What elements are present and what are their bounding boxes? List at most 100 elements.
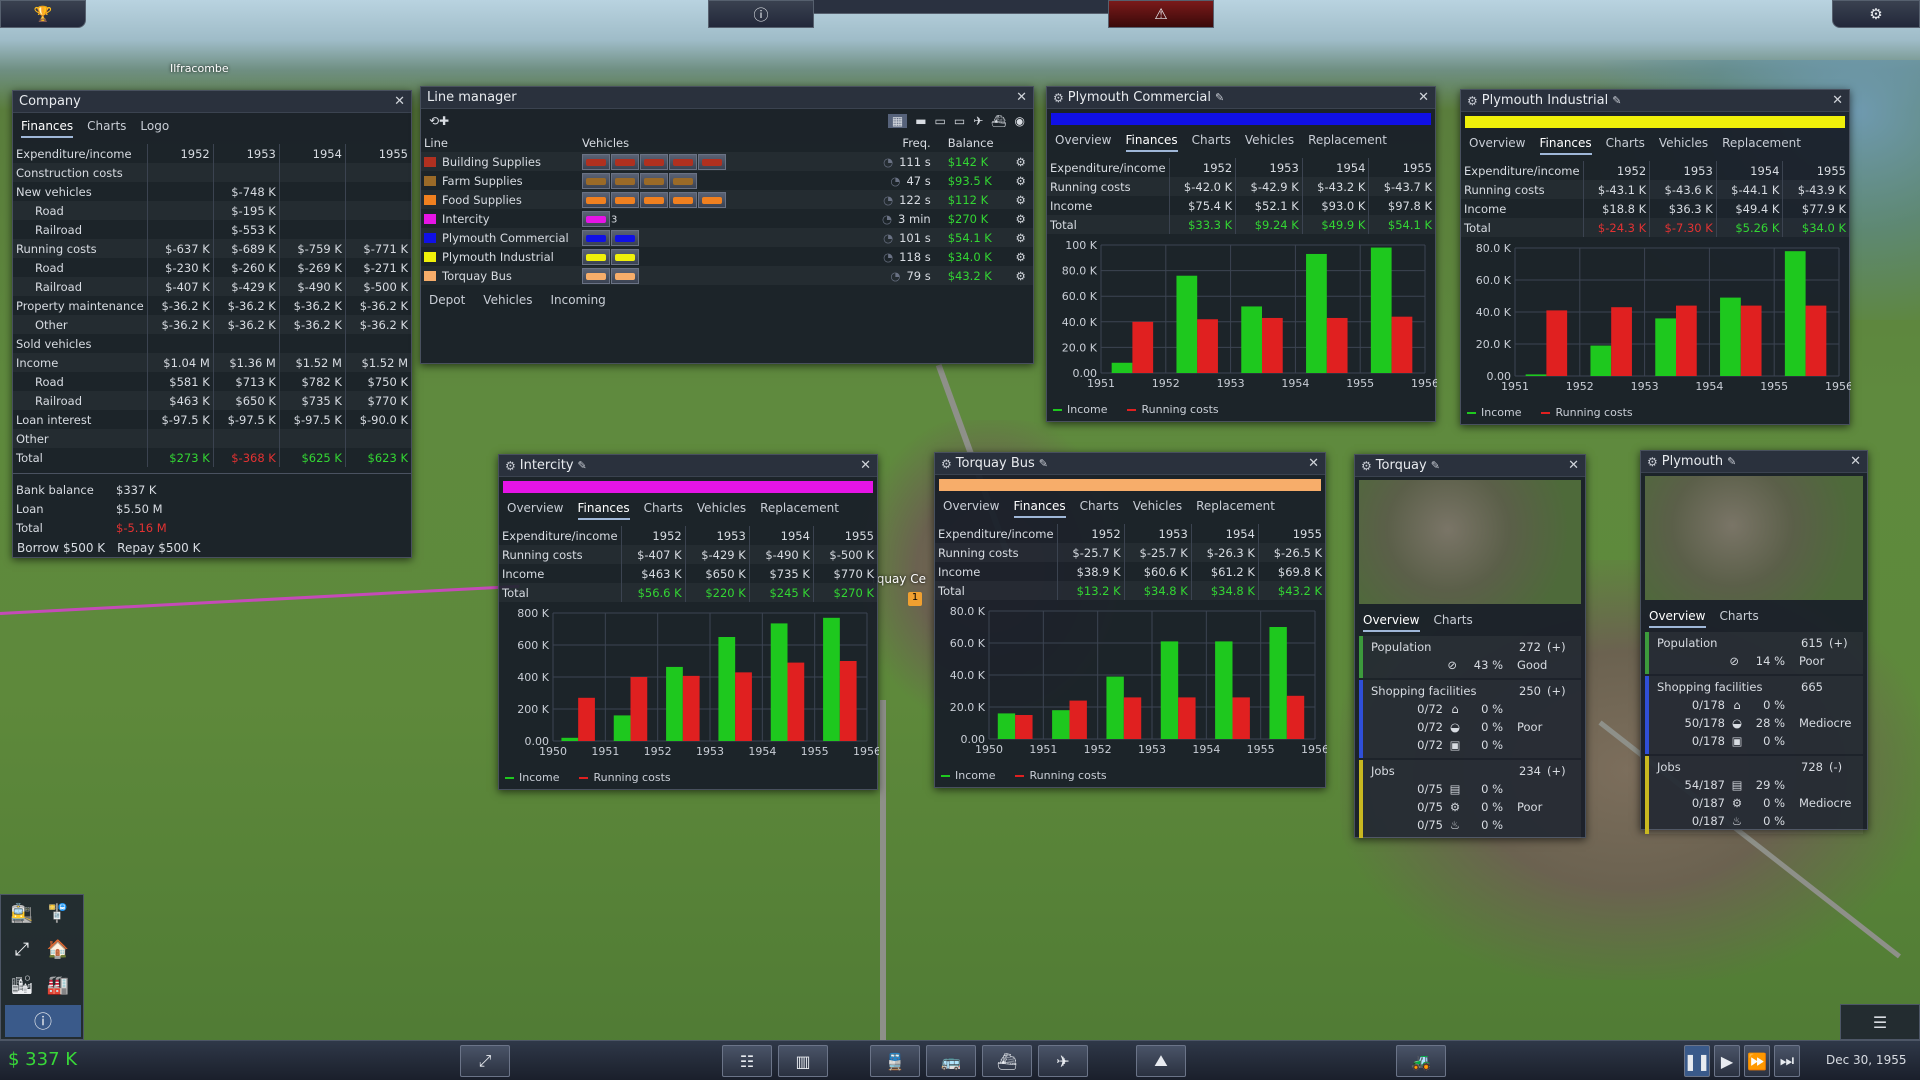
close-icon[interactable]: ✕ <box>1418 90 1429 105</box>
tab-overview[interactable]: Overview <box>943 499 1000 513</box>
info-button[interactable]: ⓘ <box>708 0 814 28</box>
route-icon[interactable]: ⤢ <box>14 938 30 960</box>
line-settings-icon[interactable]: ⚙ <box>1015 268 1026 283</box>
close-icon[interactable]: ✕ <box>394 94 405 109</box>
line-window-titlebar[interactable]: ⚙ Plymouth Industrial ✎ ✕ <box>1461 90 1849 112</box>
town-titlebar[interactable]: ⚙ Plymouth ✎ ✕ <box>1641 451 1867 473</box>
line-settings-icon[interactable]: ⚙ <box>1015 154 1026 169</box>
rail-button[interactable]: ☷ <box>722 1045 772 1077</box>
gear-icon[interactable]: ⚙ <box>505 458 516 473</box>
tab-depot[interactable]: Depot <box>429 293 466 307</box>
vehicle-icon[interactable] <box>698 191 726 208</box>
town-preview-image[interactable] <box>1359 480 1581 604</box>
tab-replacement[interactable]: Replacement <box>760 501 839 515</box>
line-settings-icon[interactable]: ⚙ <box>1015 211 1026 226</box>
vehicle-icon[interactable] <box>611 248 639 265</box>
line-settings-icon[interactable]: ⚙ <box>1015 173 1026 188</box>
tab-vehicles[interactable]: Vehicles <box>1658 136 1709 150</box>
close-icon[interactable]: ✕ <box>860 458 871 473</box>
new-line-icon[interactable]: ⟲✚ <box>429 114 450 128</box>
filter-tram-icon[interactable]: ▭ <box>953 114 966 128</box>
depot-icon[interactable]: 🏠 <box>46 938 70 960</box>
info-icon[interactable]: ⓘ <box>5 1005 81 1037</box>
warnings-button[interactable]: ⚠ <box>1108 0 1214 28</box>
borrow-button[interactable]: Borrow $500 K <box>17 541 106 555</box>
line-window-titlebar[interactable]: ⚙ Plymouth Commercial ✎ ✕ <box>1047 87 1435 109</box>
town-window-torquay[interactable]: ⚙ Torquay ✎ ✕ Overview Charts Population 272(… <box>1354 454 1586 838</box>
line-window-tb[interactable]: ⚙ Torquay Bus ✎ ✕ Overview Finances Charts Veh… <box>934 452 1327 788</box>
vehicle-icon[interactable] <box>582 191 610 208</box>
tab-overview[interactable]: Overview <box>1055 133 1112 147</box>
road-button[interactable]: ▥ <box>778 1045 828 1077</box>
filter-all-icon[interactable]: ▦ <box>887 114 908 128</box>
line-settings-icon[interactable]: ⚙ <box>1015 249 1026 264</box>
tab-charts[interactable]: Charts <box>1191 133 1231 147</box>
vehicle-icon[interactable] <box>611 229 639 246</box>
filter-train-icon[interactable]: ▭ <box>934 114 946 128</box>
filter-ship-icon[interactable]: ⛴ <box>991 114 1007 128</box>
tab-charts[interactable]: Charts <box>87 119 127 133</box>
tab-replacement[interactable]: Replacement <box>1196 499 1275 513</box>
vehicle-icon[interactable] <box>582 172 610 189</box>
vehicle-icon[interactable] <box>640 153 668 170</box>
line-row[interactable]: Torquay Bus ◔ 79 s $43.2 K ⚙ <box>421 266 1033 285</box>
vehicle-icon[interactable] <box>698 153 726 170</box>
line-row[interactable]: Farm Supplies ◔ 47 s $93.5 K ⚙ <box>421 171 1033 190</box>
vehicle-icon[interactable] <box>640 172 668 189</box>
tab-finances[interactable]: Finances <box>1013 499 1066 518</box>
town-label-ilfracombe[interactable]: Ilfracombe <box>170 62 229 75</box>
ship-button[interactable]: ⛴ <box>982 1045 1032 1077</box>
tab-vehicles[interactable]: Vehicles <box>696 501 747 515</box>
close-icon[interactable]: ✕ <box>1016 90 1027 105</box>
line-row[interactable]: Food Supplies ◔ 122 s $112 K ⚙ <box>421 190 1033 209</box>
train-station-icon[interactable]: 🚉 <box>10 902 34 924</box>
play-button[interactable]: ▶ <box>1714 1045 1740 1077</box>
tab-finances[interactable]: Finances <box>577 501 630 520</box>
eye-icon[interactable]: ◉ <box>1014 114 1025 128</box>
close-icon[interactable]: ✕ <box>1850 454 1861 469</box>
tab-charts[interactable]: Charts <box>1079 499 1119 513</box>
bus-station-icon[interactable]: 🚏 <box>46 902 70 924</box>
edit-icon[interactable]: ✎ <box>577 459 587 472</box>
settings-button[interactable]: ⚙ <box>1832 0 1920 28</box>
tab-vehicles[interactable]: Vehicles <box>1132 499 1183 513</box>
line-settings-icon[interactable]: ⚙ <box>1015 230 1026 245</box>
train-button[interactable]: 🚆 <box>870 1045 920 1077</box>
town-titlebar[interactable]: ⚙ Torquay ✎ ✕ <box>1355 455 1585 477</box>
fast-button[interactable]: ⏩ <box>1744 1045 1770 1077</box>
tab-replacement[interactable]: Replacement <box>1308 133 1387 147</box>
tab-replacement[interactable]: Replacement <box>1722 136 1801 150</box>
filter-plane-icon[interactable]: ✈ <box>973 114 984 128</box>
station-badge[interactable]: 1 <box>908 592 922 606</box>
line-manager-window[interactable]: Line manager ✕ ⟲✚ ▦ ▬ ▭ ▭ ✈ ⛴ ◉ Line Vehi… <box>420 86 1034 364</box>
tab-overview[interactable]: Overview <box>1469 136 1526 150</box>
edit-icon[interactable]: ✎ <box>1727 455 1737 468</box>
bus-button[interactable]: 🚌 <box>926 1045 976 1077</box>
vehicle-icon[interactable] <box>611 267 639 284</box>
gear-icon[interactable]: ⚙ <box>1361 458 1372 473</box>
company-titlebar[interactable]: Company ✕ <box>13 91 411 113</box>
line-window-ic[interactable]: ⚙ Intercity ✎ ✕ Overview Finances Charts Vehic… <box>498 454 879 790</box>
tab-overview[interactable]: Overview <box>1649 609 1706 628</box>
gear-icon[interactable]: ⚙ <box>1467 93 1478 108</box>
town-window-plymouth[interactable]: ⚙ Plymouth ✎ ✕ Overview Charts Population 615… <box>1640 450 1868 834</box>
vehicle-icon[interactable] <box>582 210 610 227</box>
pause-button[interactable]: ❚❚ <box>1684 1045 1710 1077</box>
industry-icon[interactable]: 🏭 <box>46 974 70 996</box>
tab-charts[interactable]: Charts <box>643 501 683 515</box>
filter-bus-icon[interactable]: ▬ <box>915 114 927 128</box>
tab-incoming[interactable]: Incoming <box>550 293 606 307</box>
close-icon[interactable]: ✕ <box>1832 93 1843 108</box>
line-window-pi[interactable]: ⚙ Plymouth Industrial ✎ ✕ Overview Finances C… <box>1460 89 1851 425</box>
tab-charts[interactable]: Charts <box>1433 613 1473 627</box>
vehicle-icon[interactable] <box>611 153 639 170</box>
line-manager-titlebar[interactable]: Line manager ✕ <box>421 87 1033 109</box>
achievements-button[interactable]: 🏆 <box>0 0 86 28</box>
line-row[interactable]: Plymouth Commercial ◔ 101 s $54.1 K ⚙ <box>421 228 1033 247</box>
gear-icon[interactable]: ⚙ <box>1053 90 1064 105</box>
gear-icon[interactable]: ⚙ <box>941 456 952 471</box>
line-window-titlebar[interactable]: ⚙ Intercity ✎ ✕ <box>499 455 877 477</box>
close-icon[interactable]: ✕ <box>1308 456 1319 471</box>
zoom-button[interactable]: ⤢ <box>460 1045 510 1077</box>
line-row[interactable]: Intercity 3 ◔ 3 min $270 K ⚙ <box>421 209 1033 228</box>
